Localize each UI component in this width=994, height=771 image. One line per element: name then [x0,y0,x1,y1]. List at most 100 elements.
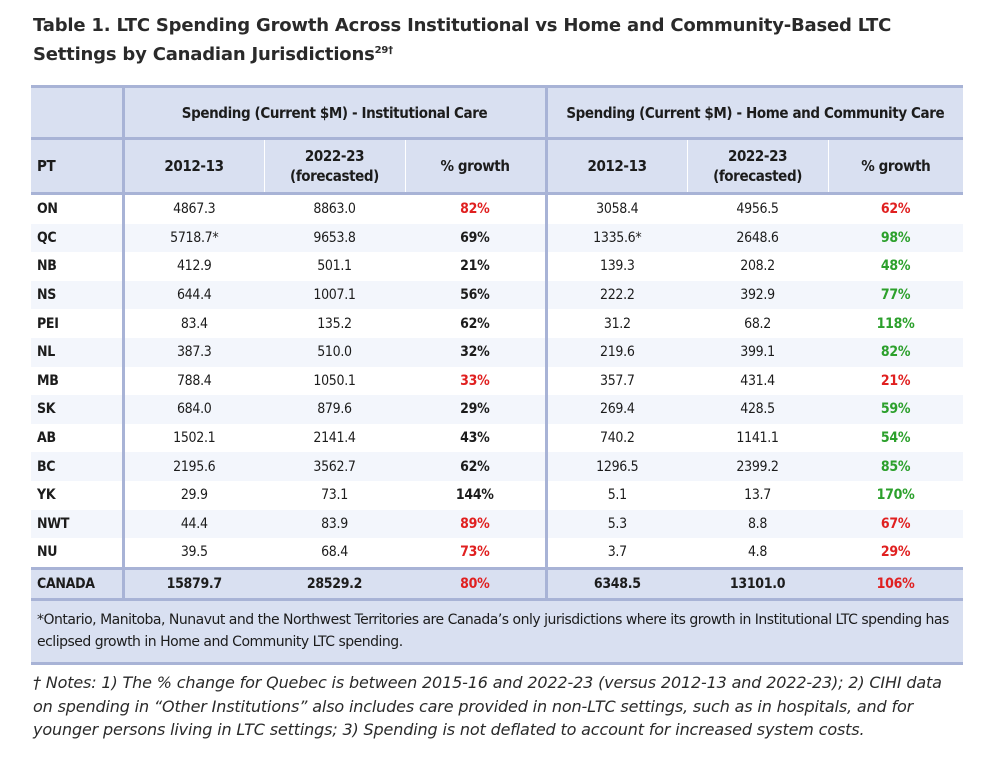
cell-home-growth: 170% [828,480,964,510]
cell-home-growth: 98% [828,223,964,253]
cell-inst-2022: 1050.1 [264,366,405,396]
cell-inst-2022: 73.1 [264,480,405,510]
cell-home-2012: 3.7 [544,538,688,569]
cell-home-2012: 219.6 [544,337,688,367]
table-row: NU 39.5 68.4 73% 3.7 4.8 29% [31,538,964,569]
spending-table: Spending (Current $M) - Institutional Ca… [31,85,964,601]
table-title-text: Table 1. LTC Spending Growth Across Inst… [33,15,892,65]
table-row: QC 5718.7* 9653.8 69% 1335.6* 2648.6 98% [31,223,964,253]
cell-inst-2022: 879.6 [264,395,405,424]
total-row: CANADA 15879.7 28529.2 80% 6348.5 13101.0 106% [31,566,964,601]
table-row: NS 644.4 1007.1 56% 222.2 392.9 77% [31,280,964,310]
col-header-inst-2012: 2012-13 [121,138,264,195]
table-row: NB 412.9 501.1 21% 139.3 208.2 48% [31,252,964,281]
cell-inst-growth: 82% [405,193,547,224]
cell-inst-2022: 8863.0 [264,193,405,224]
cell-home-2022: 2399.2 [687,452,829,481]
cell-home-2022: 4.8 [687,538,829,569]
col-header-home-growth: % growth [827,138,964,195]
cell-inst-growth: 43% [405,423,547,453]
cell-inst-2012: 1502.1 [121,423,264,453]
cell-home-growth: 29% [828,538,964,569]
cell-home-growth: 82% [828,337,964,367]
cell-home-2012: 1335.6* [544,223,688,253]
cell-inst-2012: 4867.3 [121,193,264,224]
cell-inst-2022: 501.1 [264,252,405,281]
cell-home-growth: 54% [828,423,964,453]
cell-pt: NB [31,252,123,281]
table-row: MB 788.4 1050.1 33% 357.7 431.4 21% [31,366,964,396]
cell-inst-growth: 144% [405,480,547,510]
cell-inst-growth: 73% [405,538,547,569]
cell-inst-growth: 62% [405,452,547,481]
cell-inst-2022: 83.9 [264,509,405,539]
cell-home-2012: 139.3 [544,252,688,281]
group-header-row: Spending (Current $M) - Institutional Ca… [31,85,964,140]
cell-inst-growth: 80% [405,566,547,601]
column-header-row: PT 2012-13 2022-23 (forecasted) % growth … [31,138,964,195]
cell-home-2022: 68.2 [687,309,829,338]
cell-home-2022: 1141.1 [687,423,829,453]
cell-home-2022: 399.1 [687,337,829,367]
cell-inst-2012: 44.4 [121,509,264,539]
col-header-home-2012: 2012-13 [544,138,688,195]
cell-home-2012: 5.1 [544,480,688,510]
cell-pt: CANADA [31,566,123,601]
col-header-inst-2022: 2022-23 (forecasted) [263,138,405,195]
cell-home-2012: 1296.5 [544,452,688,481]
title-superscript: 29† [374,45,394,56]
cell-home-2012: 269.4 [544,395,688,424]
table-title: Table 1. LTC Spending Growth Across Inst… [33,13,963,67]
cell-inst-growth: 89% [405,509,547,539]
cell-inst-growth: 21% [405,252,547,281]
cell-inst-2012: 5718.7* [121,223,264,253]
table-row: AB 1502.1 2141.4 43% 740.2 1141.1 54% [31,423,964,453]
cell-inst-2012: 684.0 [121,395,264,424]
cell-home-growth: 67% [828,509,964,539]
col-header-home-2022: 2022-23 (forecasted) [686,138,829,195]
table-row: NWT 44.4 83.9 89% 5.3 8.8 67% [31,509,964,539]
notes-text: † Notes: 1) The % change for Quebec is b… [33,673,942,739]
spending-table-container: Spending (Current $M) - Institutional Ca… [31,85,964,665]
cell-inst-2012: 412.9 [121,252,264,281]
group-header-home-community: Spending (Current $M) - Home and Communi… [544,85,964,140]
cell-pt: NS [31,280,123,310]
cell-pt: PEI [31,309,123,338]
cell-pt: NWT [31,509,123,539]
cell-home-2012: 740.2 [544,423,688,453]
cell-pt: AB [31,423,123,453]
cell-inst-2022: 28529.2 [264,566,405,601]
cell-home-growth: 59% [828,395,964,424]
cell-inst-2012: 387.3 [121,337,264,367]
cell-inst-2012: 2195.6 [121,452,264,481]
cell-home-2012: 3058.4 [544,193,688,224]
cell-home-2012: 222.2 [544,280,688,310]
cell-pt: YK [31,480,123,510]
cell-inst-2012: 39.5 [121,538,264,569]
cell-home-2022: 13101.0 [687,566,829,601]
table-row: NL 387.3 510.0 32% 219.6 399.1 82% [31,337,964,367]
cell-home-growth: 62% [828,193,964,224]
cell-pt: BC [31,452,123,481]
cell-inst-2012: 644.4 [121,280,264,310]
cell-pt: QC [31,223,123,253]
cell-inst-growth: 62% [405,309,547,338]
cell-home-2022: 208.2 [687,252,829,281]
group-header-institutional: Spending (Current $M) - Institutional Ca… [121,85,547,140]
cell-home-2022: 428.5 [687,395,829,424]
cell-pt: ON [31,193,123,224]
table-row: PEI 83.4 135.2 62% 31.2 68.2 118% [31,309,964,338]
cell-inst-2022: 68.4 [264,538,405,569]
col-header-home-2022-note: (forecasted) [713,167,802,185]
cell-home-growth: 118% [828,309,964,338]
cell-home-2012: 5.3 [544,509,688,539]
table-footnote: *Ontario, Manitoba, Nunavut and the Nort… [31,600,963,665]
table-body: ON 4867.3 8863.0 82% 3058.4 4956.5 62% QC 5718.7… [31,193,964,601]
cell-home-2022: 8.8 [687,509,829,539]
cell-inst-2012: 29.9 [121,480,264,510]
cell-home-2012: 357.7 [544,366,688,396]
cell-pt: NU [31,538,123,569]
cell-inst-2012: 788.4 [121,366,264,396]
cell-inst-growth: 29% [405,395,547,424]
cell-inst-2022: 510.0 [264,337,405,367]
